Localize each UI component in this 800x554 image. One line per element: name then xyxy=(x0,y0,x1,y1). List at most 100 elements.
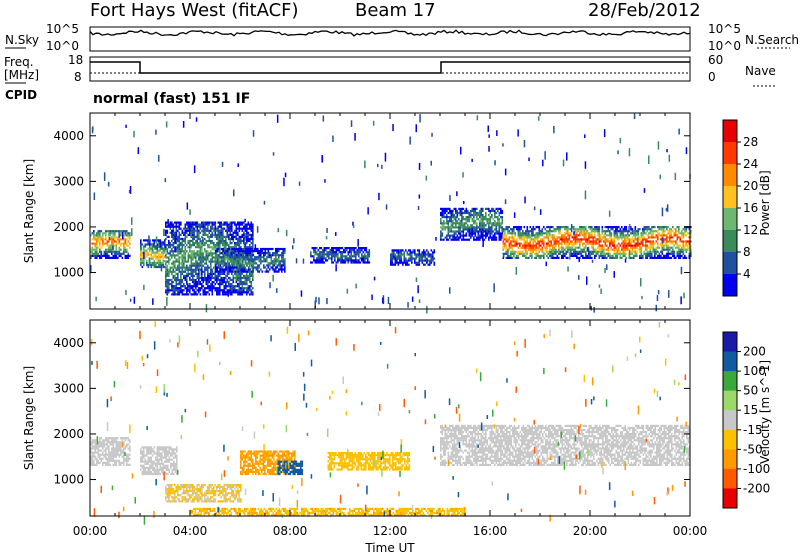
data-cell xyxy=(166,256,169,259)
data-cell xyxy=(562,234,565,237)
data-cell xyxy=(178,250,181,253)
data-cell xyxy=(577,246,580,249)
data-cell xyxy=(526,252,529,255)
data-cell xyxy=(153,263,156,267)
data-cell xyxy=(278,247,280,251)
data-cell xyxy=(219,242,221,245)
data-cell xyxy=(663,226,665,229)
data-cell xyxy=(216,254,219,257)
data-cell xyxy=(364,255,366,258)
data-cell xyxy=(511,244,514,247)
data-cell xyxy=(270,262,273,265)
data-cell xyxy=(189,244,191,247)
data-cell xyxy=(231,250,233,253)
data-cell xyxy=(568,248,571,251)
data-cell xyxy=(546,230,548,233)
noise-cell xyxy=(155,129,157,135)
data-cell xyxy=(552,256,554,259)
data-cell xyxy=(669,236,671,239)
data-cell xyxy=(222,291,224,294)
data-cell xyxy=(186,281,188,284)
data-cell xyxy=(140,249,142,252)
data-cell xyxy=(468,216,471,219)
data-cell xyxy=(501,222,504,225)
data-cell xyxy=(491,228,493,231)
data-cell xyxy=(640,248,643,251)
data-cell xyxy=(489,218,492,221)
data-cell xyxy=(453,218,456,221)
data-cell xyxy=(252,287,254,290)
data-cell xyxy=(236,256,238,259)
data-cell xyxy=(669,246,671,249)
data-cell xyxy=(537,246,539,249)
data-cell xyxy=(546,226,548,229)
data-cell xyxy=(458,211,460,215)
data-cell xyxy=(204,244,206,247)
data-cell xyxy=(223,293,226,296)
data-cell xyxy=(347,247,350,250)
data-cell xyxy=(597,228,599,231)
data-cell xyxy=(115,256,118,259)
data-cell xyxy=(511,248,514,251)
noise-cell xyxy=(384,152,387,162)
data-cell xyxy=(221,258,223,261)
noise-cell xyxy=(426,305,428,314)
data-cell xyxy=(246,276,248,280)
data-cell xyxy=(483,234,486,237)
data-cell xyxy=(177,287,179,290)
data-cell xyxy=(211,283,214,286)
data-cell xyxy=(667,250,670,253)
data-cell xyxy=(143,259,145,262)
data-cell xyxy=(672,236,674,239)
data-cell xyxy=(687,244,689,247)
data-cell xyxy=(236,254,238,257)
data-cell xyxy=(169,244,172,247)
data-cell xyxy=(604,244,607,247)
data-cell xyxy=(169,254,172,257)
data-cell xyxy=(356,261,359,264)
data-cell xyxy=(168,274,170,277)
data-cell xyxy=(196,264,199,267)
data-cell xyxy=(615,236,617,239)
data-cell xyxy=(153,239,156,242)
data-cell xyxy=(264,254,267,257)
data-cell xyxy=(447,216,450,219)
data-cell xyxy=(552,238,554,241)
noise-cell xyxy=(426,258,428,264)
data-cell xyxy=(196,262,199,265)
data-cell xyxy=(227,258,229,261)
data-cell xyxy=(603,252,605,255)
data-cell xyxy=(105,234,107,237)
data-cell xyxy=(215,268,217,271)
data-cell xyxy=(251,264,253,267)
data-cell xyxy=(123,250,125,253)
data-cell xyxy=(150,253,153,256)
data-cell xyxy=(241,291,244,294)
data-cell xyxy=(216,235,218,238)
data-cell xyxy=(616,230,619,233)
data-cell xyxy=(220,237,223,241)
data-cell xyxy=(214,289,217,292)
power-ylabel: Slant Range [km] xyxy=(22,159,36,263)
data-cell xyxy=(211,256,214,259)
data-cell xyxy=(489,209,492,213)
data-cell xyxy=(218,247,220,251)
data-cell xyxy=(208,237,211,241)
data-cell xyxy=(211,293,214,296)
data-cell xyxy=(495,222,498,225)
data-cell xyxy=(583,234,586,237)
data-cell xyxy=(583,248,586,251)
data-cell xyxy=(229,242,232,245)
data-cell xyxy=(275,262,277,265)
data-cell xyxy=(332,253,335,256)
data-cell xyxy=(225,293,227,296)
data-cell xyxy=(480,232,483,235)
data-cell xyxy=(249,287,251,290)
data-cell xyxy=(207,270,209,273)
data-cell xyxy=(558,242,560,245)
data-cell xyxy=(219,285,221,288)
data-cell xyxy=(549,244,551,247)
data-cell xyxy=(485,218,487,221)
data-cell xyxy=(529,226,532,229)
data-cell xyxy=(123,238,125,241)
